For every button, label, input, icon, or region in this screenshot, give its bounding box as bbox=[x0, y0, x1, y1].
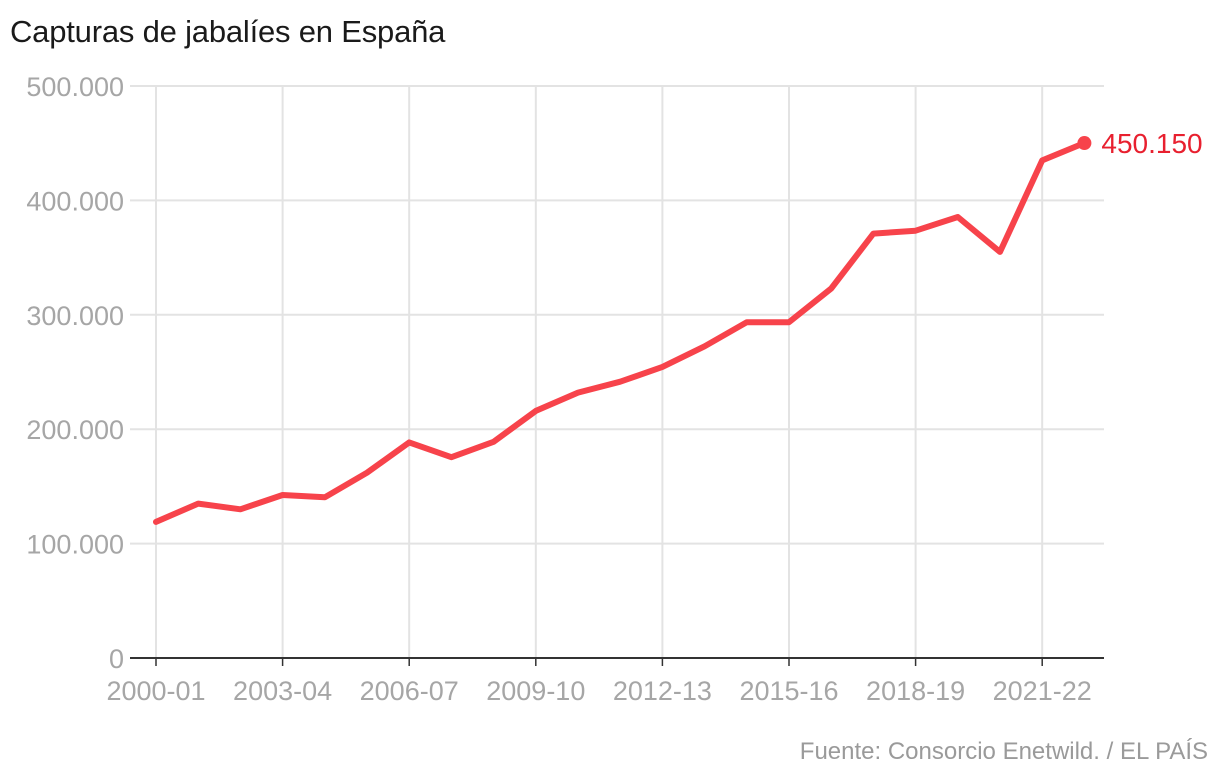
data-point-2015-16 bbox=[786, 319, 792, 325]
data-point-2009-10 bbox=[533, 408, 539, 414]
x-tick-label: 2009-10 bbox=[486, 676, 585, 706]
x-tick-label: 2000-01 bbox=[106, 676, 205, 706]
end-point-marker bbox=[1077, 136, 1092, 151]
data-point-2000-01 bbox=[153, 519, 159, 525]
x-tick-label: 2018-19 bbox=[866, 676, 965, 706]
data-point-2017-18 bbox=[870, 231, 876, 237]
x-tick-label: 2015-16 bbox=[739, 676, 838, 706]
x-tick-label: 2021-22 bbox=[993, 676, 1092, 706]
x-tick-label: 2006-07 bbox=[360, 676, 459, 706]
y-tick-label: 100.000 bbox=[26, 530, 124, 560]
data-point-2004-05 bbox=[322, 494, 328, 500]
x-axis-tick-labels: 2000-01 2003-04 2006-07 2009-10 2012-13 2015-… bbox=[106, 676, 1091, 706]
data-point-2008-09 bbox=[491, 439, 497, 445]
data-point-2001-02 bbox=[195, 501, 201, 507]
y-tick-label: 300.000 bbox=[26, 301, 124, 331]
data-point-2006-07 bbox=[406, 439, 412, 445]
data-point-2018-19 bbox=[913, 228, 919, 234]
gridlines bbox=[130, 85, 1104, 666]
data-point-2020-21 bbox=[997, 249, 1003, 255]
data-point-2019-20 bbox=[955, 214, 961, 220]
y-tick-label: 200.000 bbox=[26, 415, 124, 445]
source-note: Fuente: Consorcio Enetwild. / EL PAÍS bbox=[799, 738, 1208, 765]
end-value-label: 450.150 bbox=[1101, 128, 1202, 159]
x-tick-label: 2003-04 bbox=[233, 676, 332, 706]
data-point-2005-06 bbox=[364, 470, 370, 476]
series-points bbox=[153, 140, 1087, 525]
x-tick-label: 2012-13 bbox=[613, 676, 712, 706]
series-line-capturas bbox=[153, 140, 1088, 525]
data-point-2002-03 bbox=[237, 506, 243, 512]
data-point-2007-08 bbox=[448, 454, 454, 460]
data-point-2011-12 bbox=[617, 379, 623, 385]
chart-title: Capturas de jabalíes en España bbox=[10, 14, 446, 49]
data-point-2003-04 bbox=[280, 492, 286, 498]
y-axis-tick-labels: 0 100.000 200.000 300.000 400.000 500.000 bbox=[26, 72, 124, 674]
data-point-2010-11 bbox=[575, 390, 581, 396]
data-point-2021-22 bbox=[1039, 157, 1045, 163]
data-point-2013-14 bbox=[702, 343, 708, 349]
y-tick-label: 500.000 bbox=[26, 72, 124, 102]
data-point-2016-17 bbox=[828, 285, 834, 291]
data-point-2014-15 bbox=[744, 319, 750, 325]
y-tick-label: 400.000 bbox=[26, 186, 124, 216]
y-tick-label: 0 bbox=[109, 644, 124, 674]
data-point-2012-13 bbox=[659, 364, 665, 370]
